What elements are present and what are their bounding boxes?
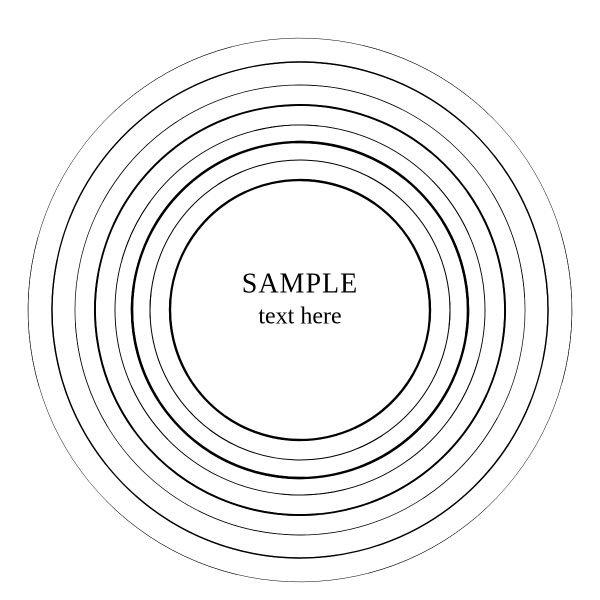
swirl-arc: [281, 360, 478, 495]
swirl-arc: [95, 118, 229, 429]
swirl-arc: [152, 142, 404, 230]
swirl-arc: [103, 85, 402, 202]
swirl-arc: [295, 85, 525, 297]
swirl-arc: [75, 323, 305, 535]
swirl-arc: [371, 192, 505, 503]
swirl-arc: [132, 154, 238, 398]
swirl-arc: [368, 176, 450, 328]
swirl-arc: [199, 418, 498, 535]
swirl-arc: [150, 172, 241, 318]
swirl-arc: [122, 125, 319, 260]
swirl-arc: [69, 62, 464, 219]
center-text-block: SAMPLE text here: [242, 268, 358, 333]
swirl-arc: [106, 497, 497, 582]
secondary-text: text here: [242, 301, 358, 332]
primary-text: SAMPLE: [242, 268, 358, 302]
swirl-arc: [150, 292, 232, 444]
swirl-arc: [218, 160, 390, 190]
swirl-arc: [103, 38, 494, 123]
swirl-arc: [187, 180, 374, 245]
swirl-arc: [362, 222, 468, 466]
swirl-arc: [210, 430, 382, 460]
swirl-arc: [359, 302, 450, 448]
